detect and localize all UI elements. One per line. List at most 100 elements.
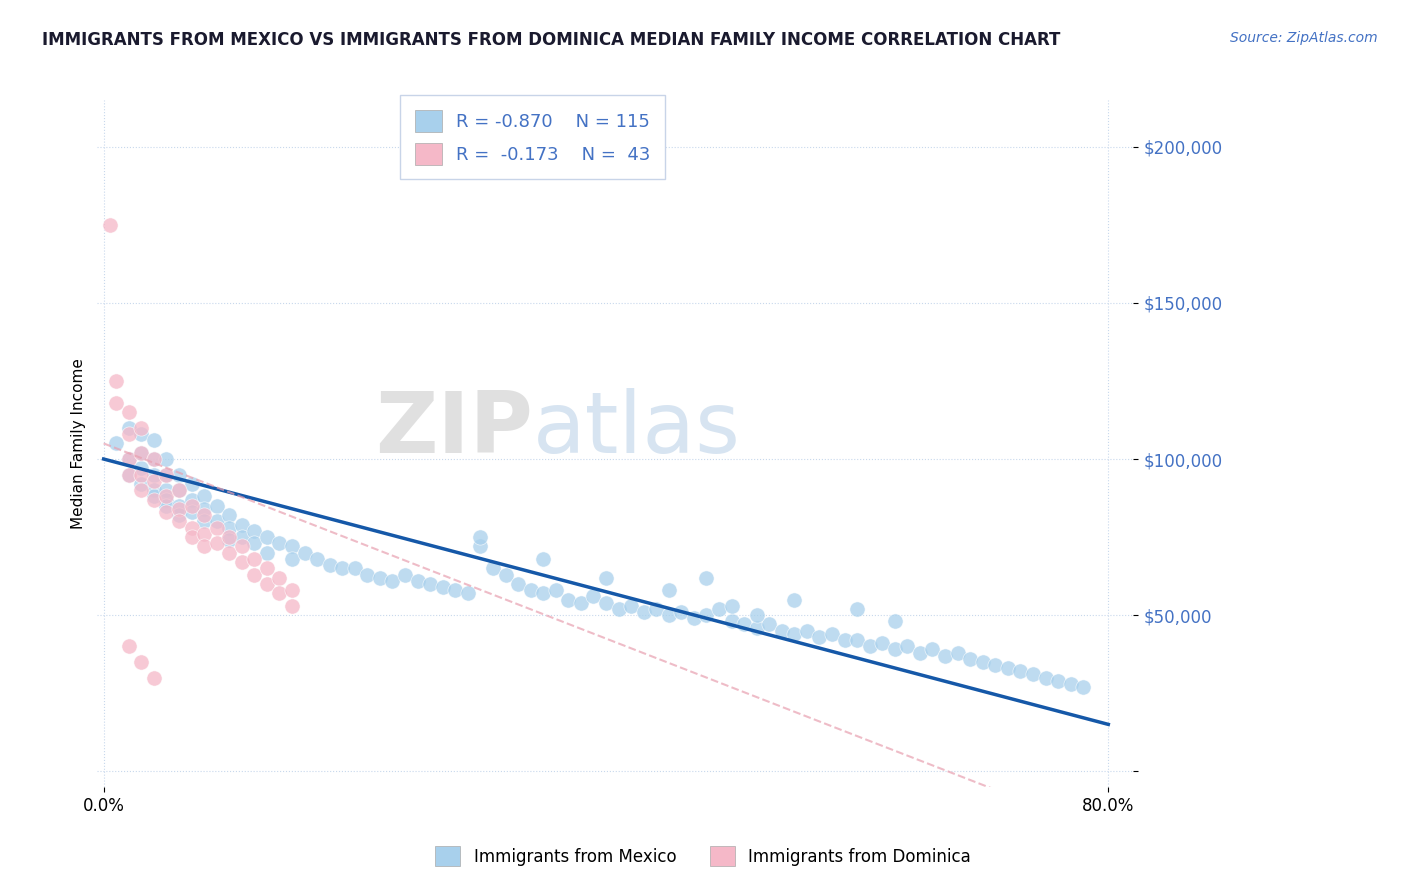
Point (531, 552, 554, 566)
Point (557, 592, 579, 607)
Point (946, 646, 969, 660)
Point (131, 461, 153, 475)
Point (218, 533, 240, 548)
Point (243, 536, 266, 550)
Point (997, 661, 1019, 675)
Point (118, 427, 141, 442)
Point (896, 640, 918, 654)
Point (180, 505, 202, 519)
Point (256, 561, 278, 575)
Point (281, 552, 304, 566)
Point (870, 636, 893, 650)
Point (381, 574, 404, 588)
Y-axis label: Median Family Income: Median Family Income (72, 358, 86, 529)
Point (131, 477, 153, 491)
Point (859, 640, 882, 654)
Point (470, 530, 492, 544)
Point (142, 474, 165, 488)
Point (1059, 677, 1081, 691)
Point (193, 515, 215, 529)
Point (671, 605, 693, 619)
Point (281, 540, 304, 554)
Point (193, 540, 215, 554)
Point (205, 536, 228, 550)
Point (218, 521, 240, 535)
Point (733, 617, 755, 632)
Point (167, 483, 190, 498)
Point (959, 652, 981, 666)
Point (1071, 680, 1094, 694)
Point (595, 571, 617, 585)
Point (142, 452, 165, 467)
Point (506, 577, 529, 591)
Point (180, 530, 202, 544)
Point (330, 561, 353, 575)
Point (846, 602, 869, 616)
Point (908, 646, 931, 660)
Point (180, 521, 202, 535)
Point (118, 452, 141, 467)
Point (98, 218, 121, 232)
Point (256, 530, 278, 544)
Point (406, 574, 429, 588)
Point (934, 648, 956, 663)
Point (607, 602, 630, 616)
Point (131, 483, 153, 498)
Point (142, 467, 165, 482)
Point (658, 608, 681, 623)
Point (1035, 671, 1057, 685)
Point (569, 596, 592, 610)
Point (180, 499, 202, 513)
Point (770, 624, 793, 638)
Point (131, 446, 153, 460)
Point (645, 602, 668, 616)
Point (707, 602, 730, 616)
Point (167, 515, 190, 529)
Point (131, 446, 153, 460)
Point (269, 536, 291, 550)
Point (155, 499, 177, 513)
Point (368, 571, 391, 585)
Point (695, 571, 717, 585)
Point (783, 627, 806, 641)
Point (205, 515, 228, 529)
Point (142, 490, 165, 504)
Point (1022, 667, 1045, 681)
Point (105, 436, 128, 450)
Point (243, 567, 266, 582)
Point (470, 540, 492, 554)
Point (142, 483, 165, 498)
Point (167, 508, 190, 523)
Text: atlas: atlas (533, 388, 741, 471)
Point (155, 467, 177, 482)
Point (745, 621, 768, 635)
Point (808, 630, 831, 644)
Point (205, 521, 228, 535)
Point (658, 583, 681, 598)
Point (155, 490, 177, 504)
Point (256, 577, 278, 591)
Point (720, 599, 742, 613)
Point (256, 546, 278, 560)
Point (633, 605, 655, 619)
Point (131, 427, 153, 442)
Point (231, 530, 253, 544)
Text: ZIP: ZIP (375, 388, 533, 471)
Point (883, 615, 905, 629)
Point (683, 611, 706, 625)
Point (167, 499, 190, 513)
Point (167, 483, 190, 498)
Point (118, 467, 141, 482)
Point (118, 640, 141, 654)
Point (218, 546, 240, 560)
Point (205, 499, 228, 513)
Point (142, 434, 165, 448)
Point (118, 452, 141, 467)
Point (531, 586, 554, 600)
Point (155, 467, 177, 482)
Text: IMMIGRANTS FROM MEXICO VS IMMIGRANTS FROM DOMINICA MEDIAN FAMILY INCOME CORRELAT: IMMIGRANTS FROM MEXICO VS IMMIGRANTS FRO… (42, 31, 1060, 49)
Point (745, 608, 768, 623)
Point (105, 374, 128, 388)
Point (307, 552, 329, 566)
Point (155, 505, 177, 519)
